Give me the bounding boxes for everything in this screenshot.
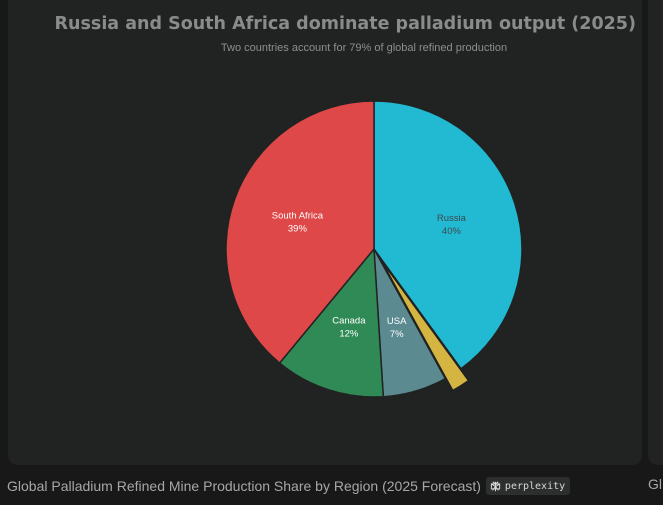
pie-slice-russia[interactable] [373,100,523,370]
slice-label-canada: Canada [332,315,366,326]
perplexity-badge[interactable]: perplexity [485,477,571,495]
perplexity-logo-icon [490,480,501,491]
slice-label-usa: USA [387,316,407,327]
perplexity-brand-name: perplexity [504,480,566,492]
pie-slice-canada[interactable] [278,248,385,398]
slice-value-south-africa: 39% [288,223,308,234]
pie-slice-other[interactable] [380,260,470,392]
pie-slice-south-africa[interactable] [225,100,375,364]
chart-card: Russia and South Africa dominate palladi… [8,0,642,465]
slice-value-russia: 40% [442,226,462,237]
caption-row: Global Palladium Refined Mine Production… [7,476,571,496]
slice-label-south-africa: South Africa [272,210,324,221]
next-chart-caption: Gl [648,476,662,492]
chart-caption: Global Palladium Refined Mine Production… [7,478,481,494]
slice-value-usa: 7% [390,329,404,340]
slice-label-russia: Russia [437,213,467,224]
next-chart-card[interactable] [648,0,663,465]
chart-title: Russia and South Africa dominate palladi… [54,14,636,34]
chart-subtitle: Two countries account for 79% of global … [220,42,508,54]
pie-chart: Russia 40% USA 7% Canada 12% South Africa 39% [225,100,523,398]
slice-value-canada: 12% [339,328,359,339]
